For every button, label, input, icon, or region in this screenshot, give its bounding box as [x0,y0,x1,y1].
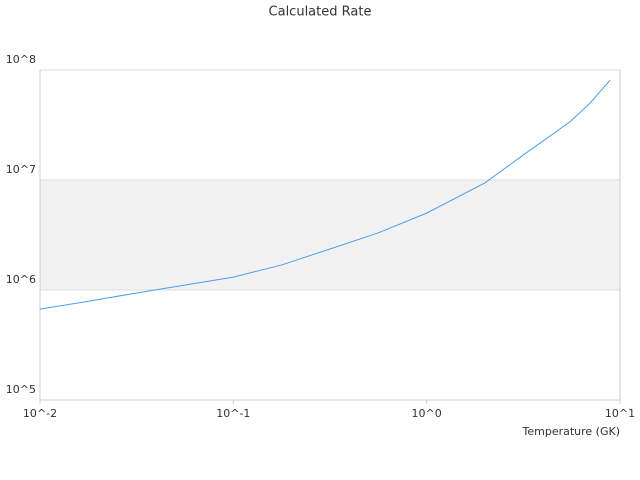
y-tick-label: 10^7 [6,163,36,176]
data-line [39,79,611,310]
y-tick-label: 10^5 [6,383,36,396]
x-tick-label: 10^-1 [216,407,250,420]
chart-title: Calculated Rate [269,5,372,20]
grid-band [40,180,620,290]
y-tick-label: 10^8 [6,53,36,66]
x-tick-label: 10^0 [412,407,442,420]
x-tick-label: 10^-2 [23,407,57,420]
y-tick-label: 10^6 [6,273,36,286]
x-axis-label: Temperature (GK) [522,425,621,438]
x-tick-label: 10^1 [605,407,635,420]
